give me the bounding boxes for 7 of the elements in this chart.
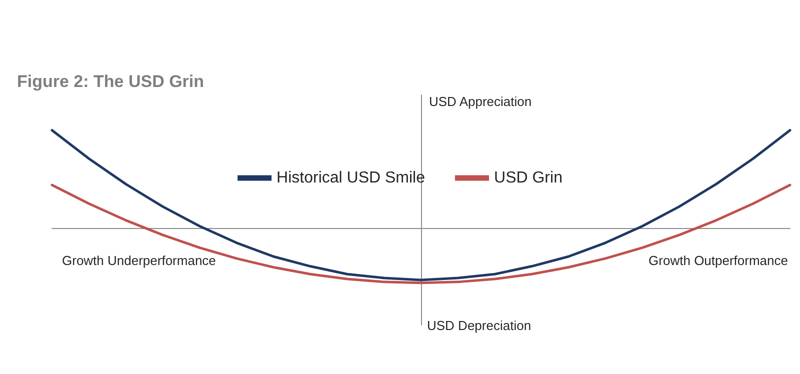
annotation: Growth Underperformance	[62, 253, 216, 268]
text: USD Depreciation	[427, 318, 532, 333]
legend-label: USD Grin	[494, 170, 562, 186]
chart-title: Figure 2: The USD Grin	[17, 72, 204, 91]
text: USD Appreciation	[429, 94, 532, 109]
annotation: Growth Outperformance	[648, 253, 788, 268]
legend-label: Historical USD Smile	[276, 170, 426, 186]
